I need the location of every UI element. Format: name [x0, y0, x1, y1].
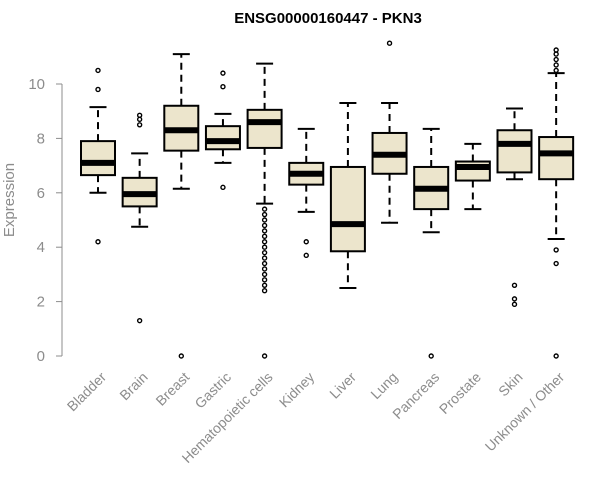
outlier-point — [261, 277, 268, 283]
outlier-point — [220, 84, 226, 90]
y-tick-label: 2 — [37, 294, 45, 311]
box-2 — [163, 53, 200, 359]
y-tick-label: 0 — [37, 348, 45, 365]
outlier-point — [511, 282, 518, 288]
box-9 — [454, 142, 491, 211]
box-0 — [80, 67, 116, 245]
box-3 — [204, 70, 241, 191]
outlier-point — [303, 239, 309, 245]
iqr-box — [204, 125, 241, 151]
outlier-point — [261, 228, 268, 234]
outlier-point — [261, 266, 268, 272]
outlier-point — [261, 282, 268, 288]
boxes-group — [80, 40, 575, 359]
outlier-point — [261, 239, 268, 245]
iqr-box — [538, 136, 575, 181]
x-tick-label: Lung — [367, 369, 400, 402]
outlier-point — [95, 67, 101, 74]
x-tick-label: Brain — [116, 369, 150, 403]
outlier-point — [95, 86, 101, 93]
box-8 — [413, 127, 450, 359]
x-tick-label: Breast — [152, 369, 192, 409]
outlier-point — [261, 271, 268, 278]
outlier-point — [261, 353, 268, 359]
x-tick-label: Unknown / Other — [482, 369, 568, 455]
y-tick-label: 10 — [28, 76, 45, 93]
x-tick-label: Kidney — [276, 369, 318, 411]
iqr-box — [496, 129, 533, 174]
outlier-point — [553, 67, 559, 74]
outlier-point — [95, 239, 101, 245]
outlier-point — [261, 255, 268, 261]
outlier-point — [136, 317, 143, 324]
outlier-point — [553, 47, 559, 53]
outlier-point — [261, 233, 268, 240]
outlier-point — [511, 301, 518, 308]
outlier-point — [261, 217, 268, 223]
outlier-point — [511, 296, 518, 302]
outlier-point — [220, 70, 226, 76]
box-6 — [329, 102, 366, 289]
outlier-point — [261, 260, 268, 267]
outlier-point — [261, 211, 268, 218]
outlier-point — [303, 252, 309, 259]
box-7 — [371, 40, 408, 224]
outlier-point — [220, 184, 226, 191]
outlier-point — [261, 249, 268, 256]
outlier-point — [553, 353, 559, 359]
outlier-point — [428, 353, 434, 359]
box-1 — [121, 112, 158, 324]
iqr-box — [80, 140, 116, 177]
y-axis: 0 2 4 6 8 10 — [28, 76, 63, 365]
outlier-point — [386, 40, 393, 46]
x-tick-label: Liver — [326, 369, 359, 402]
outlier-point — [553, 62, 559, 68]
outlier-point — [261, 288, 268, 294]
outlier-point — [261, 206, 268, 212]
outlier-point — [261, 222, 268, 229]
outlier-point — [136, 112, 143, 118]
outlier-point — [136, 122, 143, 128]
x-tick-label: Bladder — [64, 369, 110, 415]
outlier-point — [553, 260, 559, 267]
box-10 — [496, 107, 533, 308]
box-4 — [246, 62, 283, 359]
y-tick-label: 6 — [37, 185, 45, 202]
outlier-point — [261, 244, 268, 250]
x-tick-label: Skin — [495, 369, 526, 400]
iqr-box — [246, 108, 283, 149]
iqr-box — [329, 165, 366, 253]
y-tick-label: 8 — [37, 130, 45, 147]
box-11 — [538, 47, 575, 359]
box-5 — [288, 127, 325, 259]
x-tick-label: Prostate — [436, 369, 484, 417]
outlier-point — [553, 247, 559, 253]
y-axis-label: Expression — [1, 163, 18, 237]
y-tick-label: 4 — [37, 239, 45, 256]
chart-title: ENSG00000160447 - PKN3 — [234, 10, 422, 27]
outlier-point — [178, 353, 185, 359]
outlier-point — [553, 56, 559, 63]
